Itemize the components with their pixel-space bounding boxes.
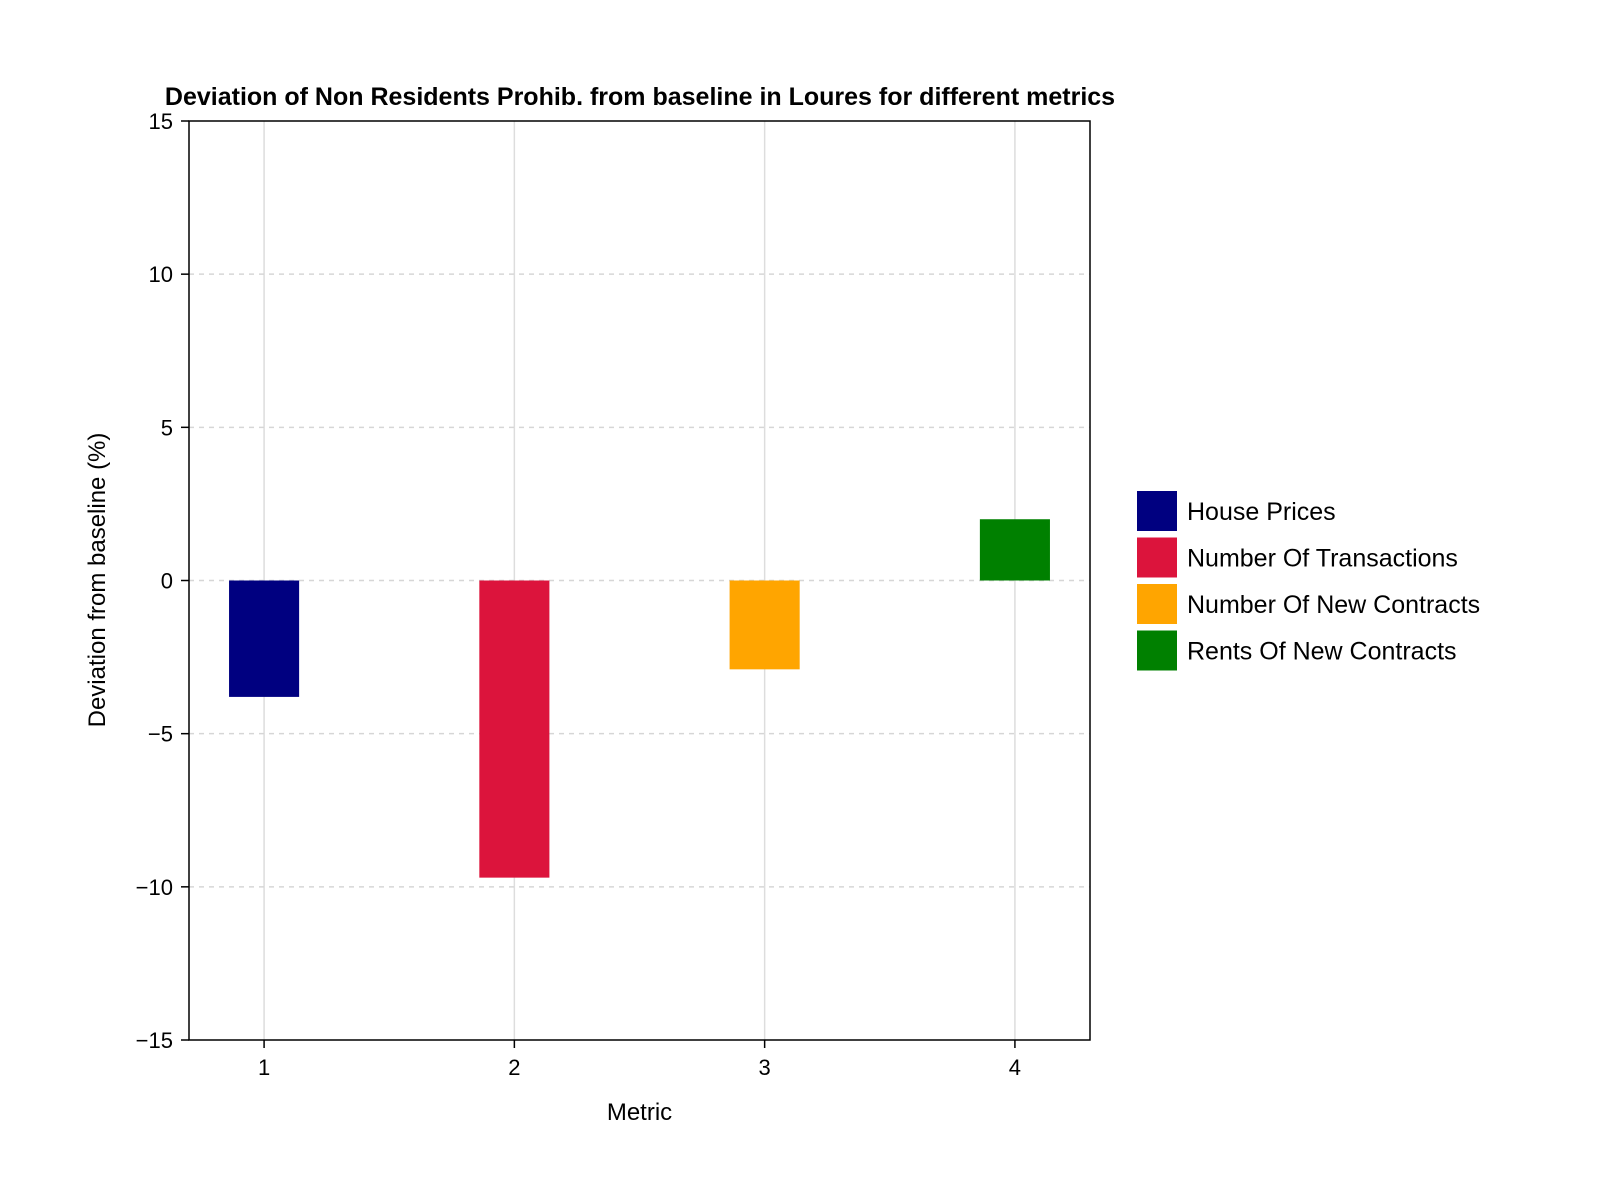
x-tick-label: 4 [1009,1055,1021,1080]
y-axis-label: Deviation from baseline (%) [84,433,111,728]
bar-3 [729,580,800,670]
legend-swatch [1137,584,1177,624]
y-tick-label: 15 [149,109,173,134]
bars [229,519,1050,878]
axis-ticks: 1 2 3 4 −15 −10 −5 0 5 10 15 [136,109,1021,1080]
legend-swatch [1137,630,1177,671]
y-tick-label: 5 [161,415,173,440]
chart-title: Deviation of Non Residents Prohib. from … [165,83,1115,111]
legend-swatch [1137,537,1177,578]
y-tick-label: −15 [136,1028,173,1053]
y-tick-label: −10 [136,875,173,900]
legend-label: Number Of Transactions [1187,545,1458,573]
y-tick-label: 10 [149,262,173,287]
x-tick-label: 1 [258,1055,270,1080]
legend-swatch [1137,491,1177,531]
x-axis-label: Metric [607,1099,672,1126]
bar-1 [229,580,300,697]
legend-label: House Prices [1187,498,1336,526]
legend-label: Number Of New Contracts [1187,591,1480,619]
legend-label: Rents Of New Contracts [1187,638,1457,666]
x-tick-label: 3 [759,1055,771,1080]
x-tick-label: 2 [508,1055,520,1080]
bar-2 [479,580,550,878]
bar-4 [979,519,1050,581]
grid-lines [189,121,1090,1040]
y-tick-label: 0 [161,569,173,594]
y-tick-label: −5 [148,722,173,747]
legend: House Prices Number Of Transactions Number… [1137,491,1480,671]
